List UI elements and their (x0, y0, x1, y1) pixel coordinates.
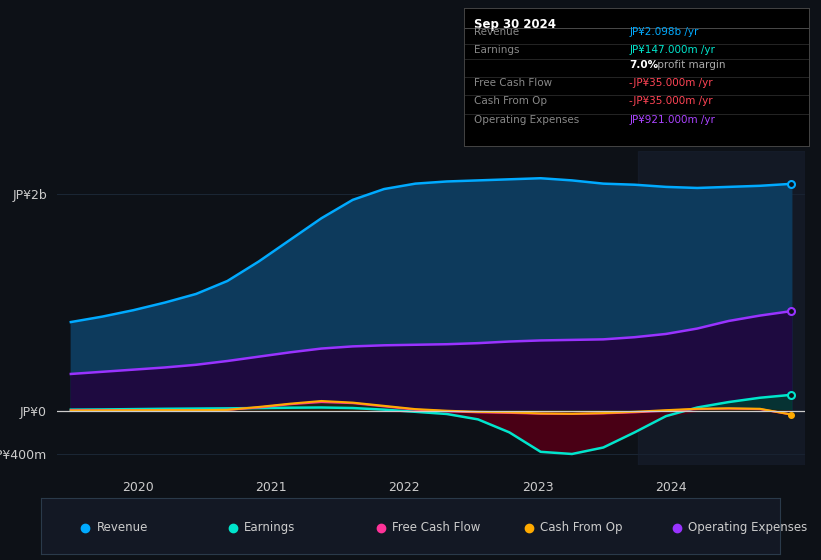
Text: Cash From Op: Cash From Op (475, 96, 548, 106)
Text: Free Cash Flow: Free Cash Flow (392, 521, 480, 534)
Text: Operating Expenses: Operating Expenses (688, 521, 807, 534)
Text: Operating Expenses: Operating Expenses (475, 115, 580, 125)
Bar (638, 151, 805, 465)
Text: 7.0%: 7.0% (630, 60, 658, 70)
Text: profit margin: profit margin (654, 60, 725, 70)
Text: Earnings: Earnings (475, 45, 520, 55)
Text: Revenue: Revenue (475, 27, 520, 37)
Text: Revenue: Revenue (97, 521, 148, 534)
Text: Sep 30 2024: Sep 30 2024 (475, 18, 556, 31)
Text: Cash From Op: Cash From Op (540, 521, 622, 534)
Text: JP¥921.000m /yr: JP¥921.000m /yr (630, 115, 715, 125)
Text: JP¥147.000m /yr: JP¥147.000m /yr (630, 45, 715, 55)
Text: -JP¥35.000m /yr: -JP¥35.000m /yr (630, 78, 713, 88)
Text: Free Cash Flow: Free Cash Flow (475, 78, 553, 88)
Text: Earnings: Earnings (245, 521, 296, 534)
Text: -JP¥35.000m /yr: -JP¥35.000m /yr (630, 96, 713, 106)
Text: JP¥2.098b /yr: JP¥2.098b /yr (630, 27, 699, 37)
